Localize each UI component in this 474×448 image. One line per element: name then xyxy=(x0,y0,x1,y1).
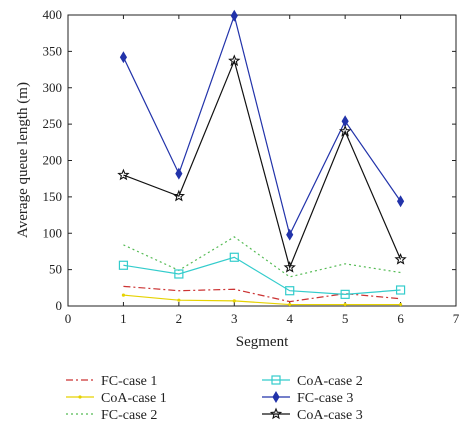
marker-square xyxy=(285,286,295,296)
y-axis-label: Average queue length (m) xyxy=(15,82,31,238)
series-fc-case-1 xyxy=(123,285,401,303)
marker-dot xyxy=(121,293,126,297)
y-tick-label: 150 xyxy=(43,189,63,204)
marker-dot xyxy=(232,299,236,303)
marker-dot xyxy=(343,302,347,307)
marker-dot xyxy=(78,395,82,399)
legend-label: FC-case 2 xyxy=(101,408,157,423)
series-coa-case-1 xyxy=(121,293,403,307)
y-tick-label: 250 xyxy=(43,116,63,131)
y-tick-label: 200 xyxy=(43,153,63,168)
x-tick-label: 6 xyxy=(397,311,404,326)
marker-star xyxy=(269,407,283,420)
x-tick-label: 4 xyxy=(286,311,293,326)
x-tick-label: 7 xyxy=(453,311,460,326)
marker-star xyxy=(228,54,241,67)
y-tick-label: 50 xyxy=(49,262,62,277)
legend-item: CoA-case 2 xyxy=(262,374,363,389)
series-line xyxy=(122,13,402,237)
marker-diamond xyxy=(119,51,128,64)
legend-label: FC-case 3 xyxy=(297,391,353,406)
x-tick-label: 2 xyxy=(176,311,183,326)
legend-item: CoA-case 3 xyxy=(262,407,363,423)
marker-star xyxy=(172,189,186,202)
legend-label: CoA-case 2 xyxy=(297,374,363,389)
series-fc-case-2 xyxy=(123,236,401,278)
marker-dot xyxy=(177,298,181,302)
marker-square xyxy=(229,252,239,262)
marker-star xyxy=(283,260,296,273)
axes: 0 1 2 3 4 5 6 7 0 50 100 150 200 250 300 350 400 xyxy=(43,7,460,326)
series-lines xyxy=(117,9,407,307)
marker-square xyxy=(340,289,350,299)
series-coa-case-3 xyxy=(117,54,407,273)
legend-item: FC-case 2 xyxy=(66,408,157,423)
series-line xyxy=(123,58,402,270)
series-line xyxy=(123,294,401,306)
marker-diamond xyxy=(286,228,294,241)
marker-star xyxy=(338,124,352,137)
x-axis-label: Segment xyxy=(236,334,289,350)
legend-item: CoA-case 1 xyxy=(66,391,167,406)
legend-label: CoA-case 1 xyxy=(101,391,167,406)
series-line xyxy=(123,236,401,278)
marker-square xyxy=(395,285,406,295)
legend: FC-case 1 CoA-case 1 FC-case 2 CoA-case 2 FC… xyxy=(66,374,363,423)
x-tick-label: 0 xyxy=(65,311,72,326)
legend-label: FC-case 1 xyxy=(101,374,157,389)
y-tick-label: 100 xyxy=(43,225,63,240)
marker-star xyxy=(394,252,407,265)
marker-diamond xyxy=(396,195,405,208)
legend-item: FC-case 3 xyxy=(262,391,353,406)
legend-label: CoA-case 3 xyxy=(297,408,363,423)
legend-item: FC-case 1 xyxy=(66,374,157,389)
y-tick-label: 400 xyxy=(43,7,63,22)
x-tick-label: 1 xyxy=(120,311,127,326)
y-tick-label: 0 xyxy=(56,298,63,313)
series-line xyxy=(123,256,401,295)
marker-dot xyxy=(288,302,292,307)
series-coa-case-2 xyxy=(118,252,406,299)
x-tick-label: 3 xyxy=(231,311,238,326)
marker-star xyxy=(117,168,130,181)
marker-diamond xyxy=(272,391,280,403)
x-tick-label: 5 xyxy=(342,311,349,326)
y-tick-label: 350 xyxy=(43,43,63,58)
marker-diamond xyxy=(175,167,183,180)
marker-diamond xyxy=(230,9,238,22)
marker-square xyxy=(271,375,281,385)
series-line xyxy=(123,285,401,303)
marker-square xyxy=(118,260,129,270)
y-tick-label: 300 xyxy=(43,80,63,95)
marker-dot xyxy=(398,302,403,307)
marker-square xyxy=(174,269,184,279)
series-fc-case-3 xyxy=(119,9,405,241)
